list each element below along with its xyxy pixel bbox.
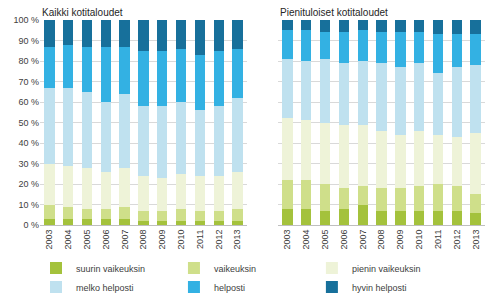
svg-text:20 %: 20 %: [18, 179, 39, 189]
svg-text:helposti: helposti: [214, 282, 245, 292]
svg-text:2013: 2013: [471, 230, 481, 250]
svg-text:60 %: 60 %: [18, 97, 39, 107]
svg-text:2010: 2010: [176, 230, 186, 250]
svg-text:Kaikki kotitaloudet: Kaikki kotitaloudet: [42, 7, 123, 18]
svg-text:2004: 2004: [63, 230, 73, 250]
svg-text:2012: 2012: [452, 230, 462, 250]
svg-text:2007: 2007: [358, 230, 368, 250]
svg-text:2006: 2006: [339, 230, 349, 250]
svg-text:90 %: 90 %: [18, 36, 39, 46]
svg-text:80 %: 80 %: [18, 56, 39, 66]
svg-text:vaikeuksin: vaikeuksin: [214, 263, 256, 273]
svg-text:2009: 2009: [157, 230, 167, 250]
svg-text:70 %: 70 %: [18, 77, 39, 87]
svg-text:suurin vaikeuksin: suurin vaikeuksin: [76, 263, 145, 273]
svg-text:pienin vaikeuksin: pienin vaikeuksin: [352, 263, 421, 273]
svg-text:melko helposti: melko helposti: [76, 282, 134, 292]
svg-text:2011: 2011: [195, 230, 205, 249]
svg-text:2012: 2012: [214, 230, 224, 250]
svg-text:10 %: 10 %: [18, 200, 39, 210]
svg-text:2011: 2011: [433, 230, 443, 249]
svg-text:hyvin helposti: hyvin helposti: [352, 282, 407, 292]
svg-text:30 %: 30 %: [18, 159, 39, 169]
svg-text:2005: 2005: [320, 230, 330, 250]
svg-text:Pienituloiset kotitaloudet: Pienituloiset kotitaloudet: [280, 7, 388, 18]
svg-text:2003: 2003: [44, 230, 54, 250]
svg-text:2010: 2010: [414, 230, 424, 250]
svg-text:2005: 2005: [82, 230, 92, 250]
svg-text:2008: 2008: [376, 230, 386, 250]
svg-text:2009: 2009: [395, 230, 405, 250]
svg-text:2007: 2007: [120, 230, 130, 250]
svg-text:100 %: 100 %: [13, 15, 39, 25]
svg-text:2003: 2003: [282, 230, 292, 250]
svg-text:2004: 2004: [301, 230, 311, 250]
svg-text:0 %: 0 %: [23, 220, 39, 230]
svg-text:40 %: 40 %: [18, 138, 39, 148]
svg-text:2006: 2006: [101, 230, 111, 250]
svg-text:2008: 2008: [138, 230, 148, 250]
svg-text:50 %: 50 %: [18, 118, 39, 128]
svg-text:2013: 2013: [232, 230, 242, 250]
